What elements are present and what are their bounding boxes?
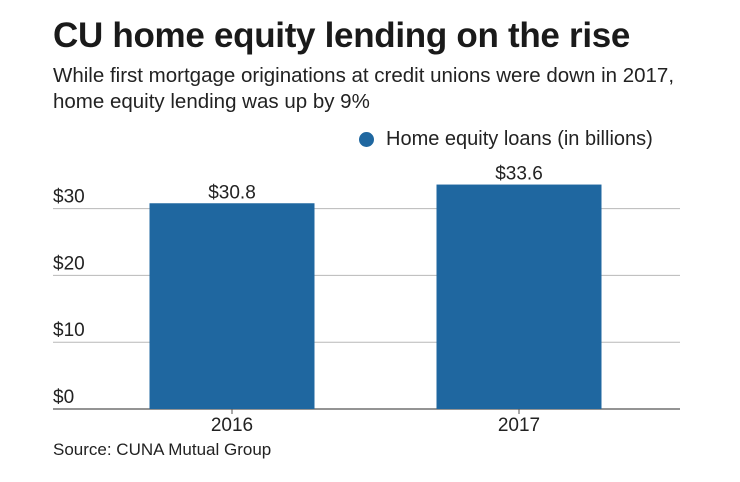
y-tick-label: $10 bbox=[53, 320, 85, 341]
chart-subtitle: While first mortgage originations at cre… bbox=[53, 64, 675, 113]
legend-marker bbox=[359, 132, 374, 147]
legend-label: Home equity loans (in billions) bbox=[386, 128, 653, 150]
x-tick-label: 2017 bbox=[498, 415, 540, 436]
bar-2017 bbox=[436, 184, 602, 409]
chart-title: CU home equity lending on the rise bbox=[53, 16, 631, 55]
data-label: $33.6 bbox=[495, 164, 543, 185]
data-labels: $30.8 $33.6 bbox=[208, 164, 543, 204]
legend: Home equity loans (in billions) bbox=[359, 128, 653, 151]
y-tick-label: $0 bbox=[53, 387, 74, 408]
y-tick-label: $30 bbox=[53, 187, 85, 208]
x-axis-ticks: 2016 2017 bbox=[211, 409, 540, 436]
y-axis-ticks: $0 $10 $20 $30 bbox=[53, 187, 85, 408]
bars bbox=[149, 184, 602, 409]
source-note: Source: CUNA Mutual Group bbox=[53, 440, 272, 459]
x-tick-label: 2016 bbox=[211, 415, 253, 436]
y-tick-label: $20 bbox=[53, 253, 85, 274]
bar-2016 bbox=[149, 203, 315, 409]
data-label: $30.8 bbox=[208, 182, 256, 203]
